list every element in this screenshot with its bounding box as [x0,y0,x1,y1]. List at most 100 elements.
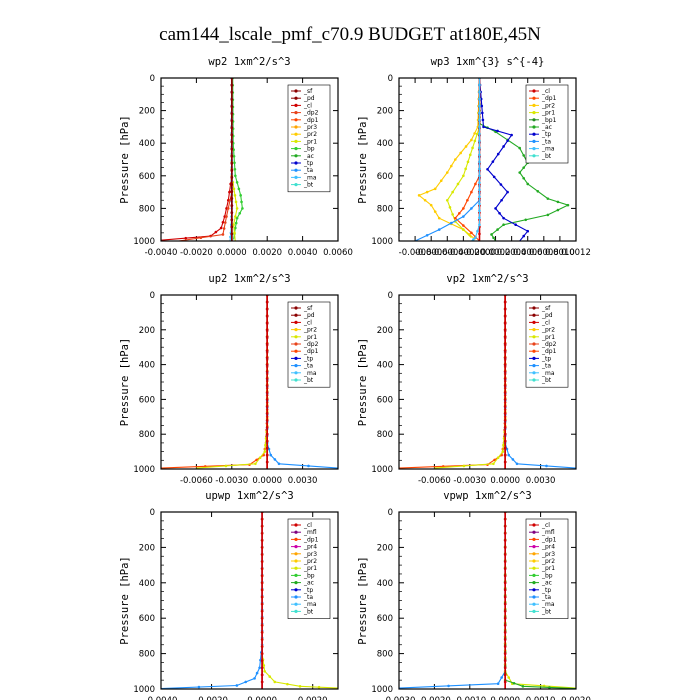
y-axis-label: Pressure [hPa] [119,338,131,427]
y-tick-label: 200 [139,326,155,336]
legend-label: _ma [541,370,555,377]
series-marker [260,652,264,655]
series-marker [230,119,234,122]
series-marker [478,104,481,108]
series-marker [526,229,530,233]
legend-marker [294,588,298,592]
series-marker [273,458,277,461]
series-marker [500,676,503,679]
legend-label: _ac [541,124,552,131]
legend-marker [532,96,536,100]
series-marker [445,171,449,174]
x-tick-label: -0.0004 [431,248,464,258]
legend-marker [294,378,298,382]
series-marker [458,211,461,215]
series-marker [230,112,234,115]
legend-marker [294,595,298,599]
chart-panel-2: wp3 1xm^{3} s^{-4} Pressure [hPa] 0 200 400 6… [357,56,591,258]
series-line-cl [161,78,233,241]
legend-marker [294,537,298,542]
legend-label: _ma [541,146,555,153]
legend-label: _dp1 [303,348,319,355]
legend-label: _bp [541,572,553,579]
series-marker [503,453,507,457]
legend-label: _tp [303,160,313,167]
panel-title: vp2 1xm^2/s^3 [446,273,528,285]
series-marker [478,232,481,236]
series-marker [437,228,441,231]
legend-label: _tp [303,355,313,362]
series-marker [506,190,509,194]
legend-marker [532,356,536,360]
series-marker [478,111,481,115]
legend-marker [532,530,536,534]
series-marker [260,567,264,570]
series-marker [503,645,507,648]
series-line-ta [414,78,481,241]
legend-label: _sf [303,305,313,312]
series-marker [503,567,507,570]
series-marker [260,517,264,521]
legend: _cl_mfl_dp1_pr4_pr3_pr2_pr1_bp_ac_tp_ta_… [525,518,569,619]
legend: _sf_pd_cl_pr2_pr1_dp2_dp1_tp_ta_ma_bt [287,301,331,388]
series-marker [224,464,228,468]
y-axis-label: Pressure [hPa] [357,556,369,645]
series-marker [260,595,264,599]
series-marker [230,190,234,193]
y-tick-label: 800 [139,430,155,440]
series-marker [503,405,507,408]
series-marker [500,198,503,202]
plot-frame [160,77,339,242]
legend-label: _tp [303,587,313,594]
legend-marker [294,111,298,115]
legend-label: _ma [303,601,317,608]
series-marker [235,684,239,687]
series-marker [230,211,234,214]
legend-marker [532,335,536,339]
legend-label: _dp1 [303,536,319,543]
series-marker [447,684,450,688]
legend-label: _ma [303,174,317,181]
series-marker [255,671,259,675]
series-line-pr1 [434,295,506,469]
series-marker [425,233,429,237]
legend-marker [532,342,536,346]
series-marker [260,553,264,556]
legend-marker [294,581,298,585]
y-tick-label: 600 [377,395,393,405]
series-marker [224,221,227,224]
legend-label: _bp [303,572,315,579]
series-marker [265,405,269,408]
legend-marker [532,103,536,107]
x-tick-label: 0.0020 [252,248,282,258]
series-marker [471,146,474,150]
series-marker [265,335,269,339]
series-marker [260,609,264,613]
series-marker [536,189,540,193]
legend: _cl_mfl_dp1_pr4_pr3_pr2_pr1_bp_ac_tp_ta_… [287,518,331,619]
series-marker [482,125,485,129]
series-line-dp1 [454,78,481,241]
series-marker [230,147,234,151]
legend-box [287,84,331,193]
series-marker [230,204,234,207]
series-group [161,512,338,689]
series-marker [429,203,433,207]
y-tick-label: 200 [377,107,393,117]
series-marker [233,161,236,165]
x-tick-label: 0.0030 [288,476,318,486]
series-marker [496,152,500,156]
legend-label: _mfl [541,529,555,536]
legend-marker [294,523,298,527]
x-tick-label: 0.0000 [252,476,282,486]
series-marker [265,460,269,464]
legend-label: _bt [303,608,314,615]
series-marker [503,370,507,373]
panel-title: wp3 1xm^{3} s^{-4} [431,56,545,68]
legend-marker [294,89,298,93]
legend-label: _ta [303,363,313,370]
legend: _sf_pd_cl_pr2_pr1_dp2_dp1_tp_ta_ma_bt [525,301,569,388]
x-tick-label: -0.0008 [399,248,432,258]
series-marker [566,203,570,207]
